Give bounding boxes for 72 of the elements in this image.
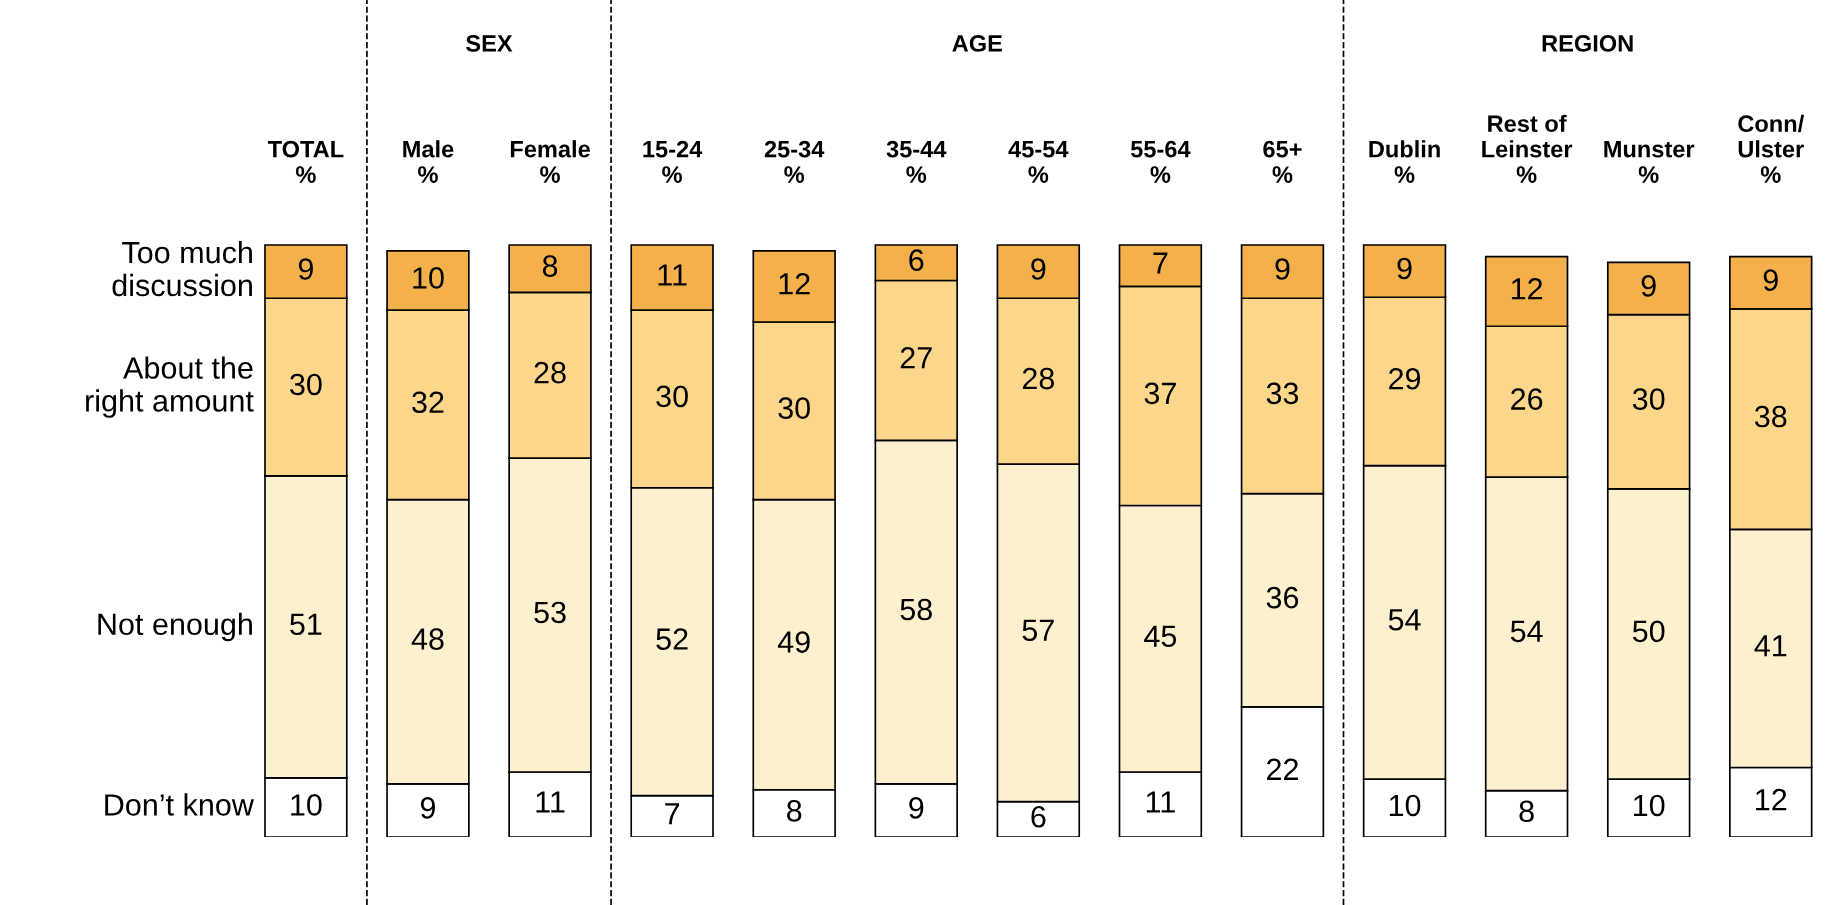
x-tick-label: 25-34 % bbox=[764, 140, 825, 183]
x-tick-label: Munster % bbox=[1604, 141, 1695, 183]
data-label: 49 bbox=[777, 631, 810, 653]
data-label: 9 bbox=[1763, 269, 1778, 291]
data-label: 57 bbox=[1022, 619, 1054, 642]
x-tick-label: 65+ % bbox=[1263, 140, 1302, 183]
data-label: 30 bbox=[656, 385, 688, 408]
data-label: 12 bbox=[1511, 278, 1543, 300]
x-tick-label: 55-64 % bbox=[1130, 140, 1191, 183]
series-label: Not enough bbox=[98, 612, 252, 642]
data-label: 27 bbox=[900, 347, 932, 369]
data-label: 10 bbox=[291, 794, 322, 816]
series-label: Too much discussion bbox=[112, 240, 252, 297]
chart-title: AGE bbox=[952, 35, 1002, 52]
data-label: 52 bbox=[656, 628, 688, 650]
data-label: 10 bbox=[413, 267, 444, 289]
data-label: 8 bbox=[1519, 800, 1534, 823]
x-tick-label: Male % bbox=[403, 140, 454, 183]
series-label: Don’t know bbox=[105, 793, 254, 816]
chart-title: SEX bbox=[466, 35, 513, 52]
data-label: 9 bbox=[1031, 258, 1046, 280]
x-tick-label: Rest of Leinster % bbox=[1482, 114, 1573, 183]
data-label: 8 bbox=[787, 800, 802, 822]
x-tick-label: Conn/ Ulster % bbox=[1738, 114, 1804, 183]
x-tick-label: 35-44 % bbox=[886, 140, 947, 183]
data-label: 54 bbox=[1510, 620, 1543, 643]
data-label: 9 bbox=[1275, 258, 1290, 280]
data-label: 28 bbox=[1022, 367, 1054, 390]
x-tick-label: Dublin % bbox=[1369, 140, 1440, 183]
data-label: 6 bbox=[909, 249, 924, 271]
data-label: 45 bbox=[1144, 625, 1177, 647]
x-tick-label: 15-24 % bbox=[643, 140, 703, 183]
data-label: 51 bbox=[290, 613, 322, 636]
data-label: 33 bbox=[1266, 382, 1299, 405]
data-label: 7 bbox=[665, 803, 680, 825]
data-label: 32 bbox=[412, 391, 444, 414]
data-label: 12 bbox=[1756, 788, 1787, 811]
data-label: 8 bbox=[542, 255, 558, 277]
data-label: 29 bbox=[1389, 367, 1421, 390]
data-label: 11 bbox=[1146, 791, 1175, 813]
data-label: 30 bbox=[778, 397, 810, 419]
data-label: 12 bbox=[779, 273, 810, 295]
data-label: 9 bbox=[1641, 275, 1656, 297]
data-label: 53 bbox=[534, 601, 566, 624]
data-label: 22 bbox=[1267, 758, 1298, 780]
series-label: About the right amount bbox=[86, 356, 254, 418]
data-label: 9 bbox=[420, 797, 436, 819]
data-label: 9 bbox=[1397, 257, 1412, 280]
data-label: 30 bbox=[1632, 388, 1665, 410]
data-label: 9 bbox=[298, 258, 313, 280]
data-label: 10 bbox=[1634, 794, 1665, 817]
data-label: 48 bbox=[411, 628, 444, 650]
data-label: 36 bbox=[1266, 586, 1299, 609]
x-tick-label: TOTAL % bbox=[267, 140, 344, 183]
data-label: 41 bbox=[1754, 635, 1787, 657]
data-label: 26 bbox=[1511, 388, 1543, 410]
data-label: 10 bbox=[1389, 794, 1421, 817]
x-tick-label: Female % bbox=[510, 140, 590, 183]
data-label: 54 bbox=[1388, 609, 1421, 631]
data-label: 7 bbox=[1153, 252, 1168, 274]
data-label: 50 bbox=[1632, 620, 1665, 643]
data-label: 37 bbox=[1144, 382, 1176, 405]
data-label: 30 bbox=[290, 373, 322, 396]
data-label: 11 bbox=[536, 791, 565, 813]
data-label: 58 bbox=[900, 598, 932, 621]
data-label: 6 bbox=[1031, 805, 1046, 828]
data-label: 28 bbox=[534, 361, 566, 384]
x-tick-label: 45-54 % bbox=[1008, 141, 1069, 183]
data-label: 38 bbox=[1754, 405, 1787, 428]
data-label: 11 bbox=[658, 264, 687, 286]
chart-title: REGION bbox=[1542, 35, 1633, 52]
data-label: 9 bbox=[909, 797, 924, 819]
